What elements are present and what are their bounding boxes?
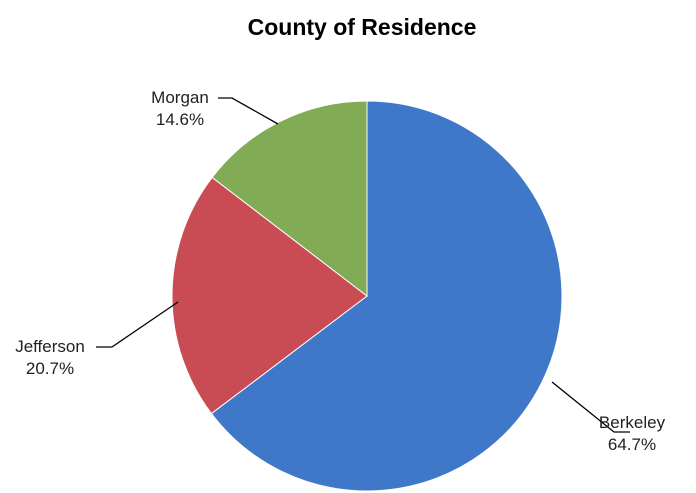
slice-morgan bbox=[211, 100, 368, 298]
slice-value-berkeley: 64.7% bbox=[608, 435, 656, 454]
slice-labels: Berkeley 64.7% Jefferson 20.7% Morgan 14.6% bbox=[15, 88, 665, 454]
slice-berkeley bbox=[210, 100, 563, 492]
leader-line-jefferson bbox=[96, 301, 179, 348]
pie-slices bbox=[171, 100, 563, 492]
leader-line-berkeley bbox=[551, 381, 630, 433]
slice-value-jefferson: 20.7% bbox=[26, 359, 74, 378]
slice-label-morgan: Morgan bbox=[151, 88, 209, 107]
slice-label-jefferson: Jefferson bbox=[15, 337, 85, 356]
slice-jefferson bbox=[171, 176, 368, 415]
slice-value-morgan: 14.6% bbox=[156, 110, 204, 129]
leader-line-morgan bbox=[218, 97, 279, 125]
chart-title: County of Residence bbox=[248, 14, 477, 40]
slice-label-berkeley: Berkeley bbox=[599, 413, 666, 432]
leader-lines bbox=[96, 97, 630, 433]
